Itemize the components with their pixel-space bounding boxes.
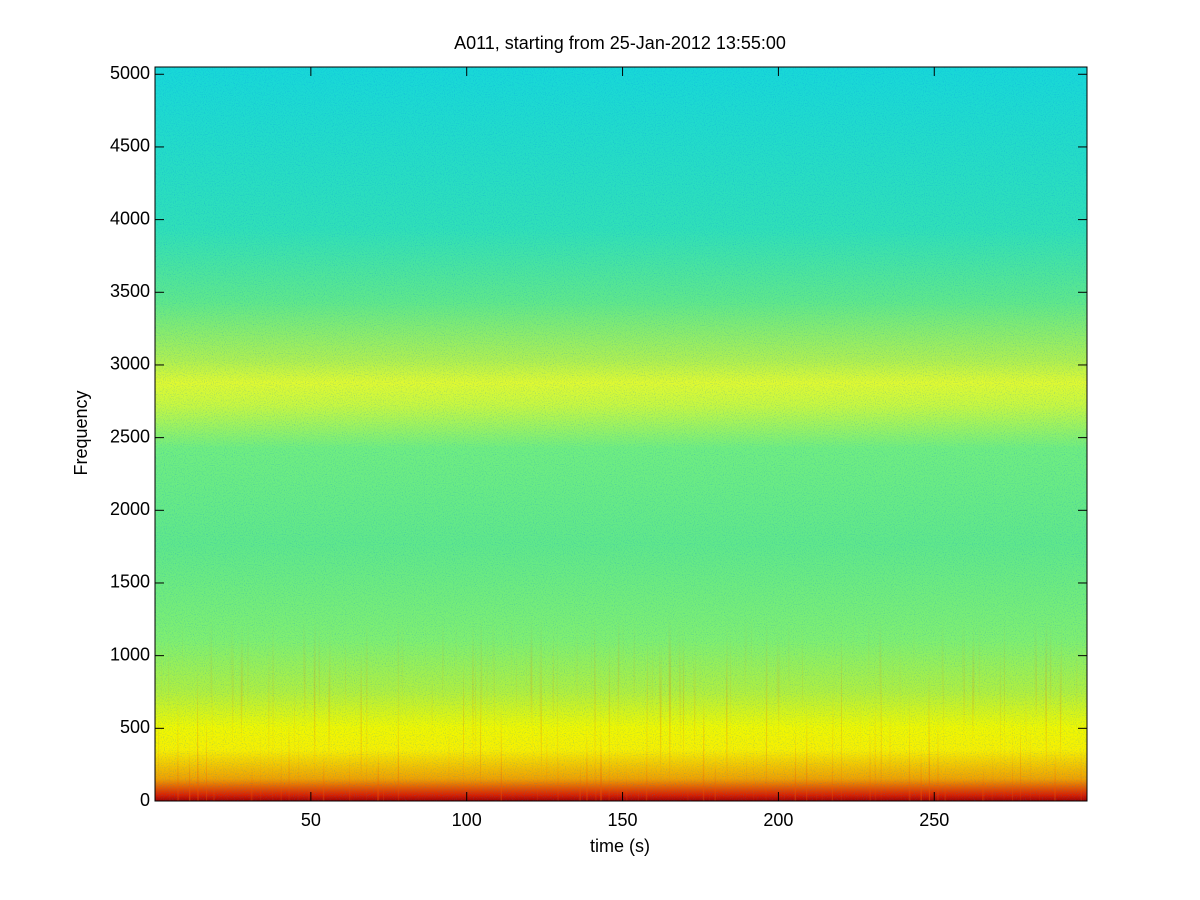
- y-tick-label: 4000: [110, 208, 150, 228]
- chart-title: A011, starting from 25-Jan-2012 13:55:00: [454, 33, 786, 53]
- y-tick-label: 5000: [110, 63, 150, 83]
- y-tick-label: 3000: [110, 354, 150, 374]
- y-axis-label: Frequency: [71, 390, 91, 475]
- y-tick-label: 3500: [110, 281, 150, 301]
- y-tick-label: 4500: [110, 136, 150, 156]
- x-tick-label: 200: [763, 810, 793, 830]
- y-tick-label: 500: [120, 717, 150, 737]
- plot-area: [155, 67, 1087, 801]
- x-tick-label: 150: [608, 810, 638, 830]
- y-tick-label: 2000: [110, 499, 150, 519]
- x-axis-label: time (s): [590, 836, 650, 856]
- x-tick-label: 250: [919, 810, 949, 830]
- y-tick-label: 1000: [110, 644, 150, 664]
- axes-box: [154, 66, 1088, 802]
- x-tick-label: 100: [452, 810, 482, 830]
- x-tick-label: 50: [301, 810, 321, 830]
- spectrogram-streaks: [155, 67, 1087, 801]
- y-tick-label: 0: [140, 790, 150, 810]
- y-tick-label: 1500: [110, 572, 150, 592]
- y-tick-label: 2500: [110, 426, 150, 446]
